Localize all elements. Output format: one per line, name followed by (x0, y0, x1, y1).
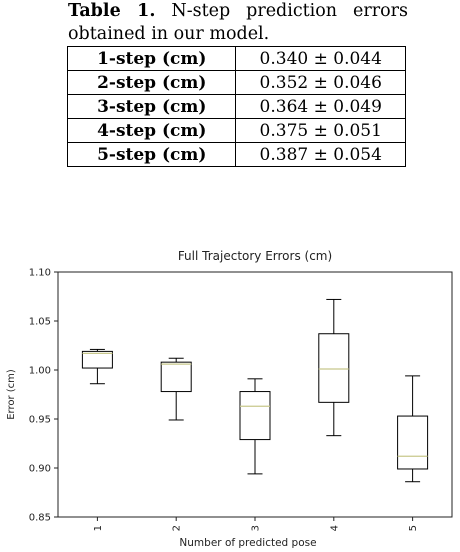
x-tick-label: 4 (329, 525, 340, 531)
table-row: 4-step (cm) 0.375 ± 0.051 (66, 118, 406, 143)
table-row: 1-step (cm) 0.340 ± 0.044 (66, 46, 406, 71)
box-4 (318, 333, 350, 403)
value-cell: 0.375 ± 0.051 (235, 118, 406, 143)
x-tick-label: 1 (93, 525, 104, 531)
step-cell: 2-step (cm) (66, 70, 237, 95)
step-cell: 3-step (cm) (66, 94, 237, 119)
y-tick-label: 1.05 (29, 317, 51, 328)
box-1 (81, 350, 113, 369)
x-tick-label: 2 (172, 525, 183, 531)
plot-frame (57, 271, 453, 518)
y-tick-label: 0.95 (29, 415, 51, 426)
x-tick-label: 3 (251, 525, 262, 531)
value-cell: 0.387 ± 0.054 (235, 142, 406, 167)
step-cell: 1-step (cm) (66, 46, 237, 71)
box-5 (397, 415, 429, 470)
x-axis-label: Number of predicted pose (179, 537, 316, 549)
table-caption: Table 1. N-step prediction errors obtain… (68, 0, 408, 46)
y-tick-label: 1.00 (29, 366, 51, 377)
prediction-error-table: 1-step (cm) 0.340 ± 0.044 2-step (cm) 0.… (66, 46, 406, 167)
y-tick-label: 0.90 (29, 464, 51, 475)
plot-area: 0.85 0.90 0.95 1.00 1.05 1.10 1 2 3 4 5 (29, 268, 453, 531)
box-2 (160, 361, 192, 393)
table-caption-label: Table 1. (68, 1, 156, 21)
table-row: 2-step (cm) 0.352 ± 0.046 (66, 70, 406, 95)
step-cell: 4-step (cm) (66, 118, 237, 143)
value-cell: 0.364 ± 0.049 (235, 94, 406, 119)
chart-title: Full Trajectory Errors (cm) (178, 249, 332, 263)
step-cell: 5-step (cm) (66, 142, 237, 167)
value-cell: 0.340 ± 0.044 (235, 46, 406, 71)
value-cell: 0.352 ± 0.046 (235, 70, 406, 95)
box-plot-chart: Full Trajectory Errors (cm) Error (cm) N… (6, 249, 453, 549)
table-caption-text: N-step prediction errors obtained in our… (68, 1, 408, 44)
table-row: 5-step (cm) 0.387 ± 0.054 (66, 142, 406, 167)
x-tick-label: 5 (408, 525, 419, 531)
y-axis-label: Error (cm) (6, 369, 17, 420)
y-tick-label: 0.85 (29, 513, 51, 524)
table-row: 3-step (cm) 0.364 ± 0.049 (66, 94, 406, 119)
y-tick-label: 1.10 (29, 268, 51, 279)
box-3 (239, 391, 271, 441)
